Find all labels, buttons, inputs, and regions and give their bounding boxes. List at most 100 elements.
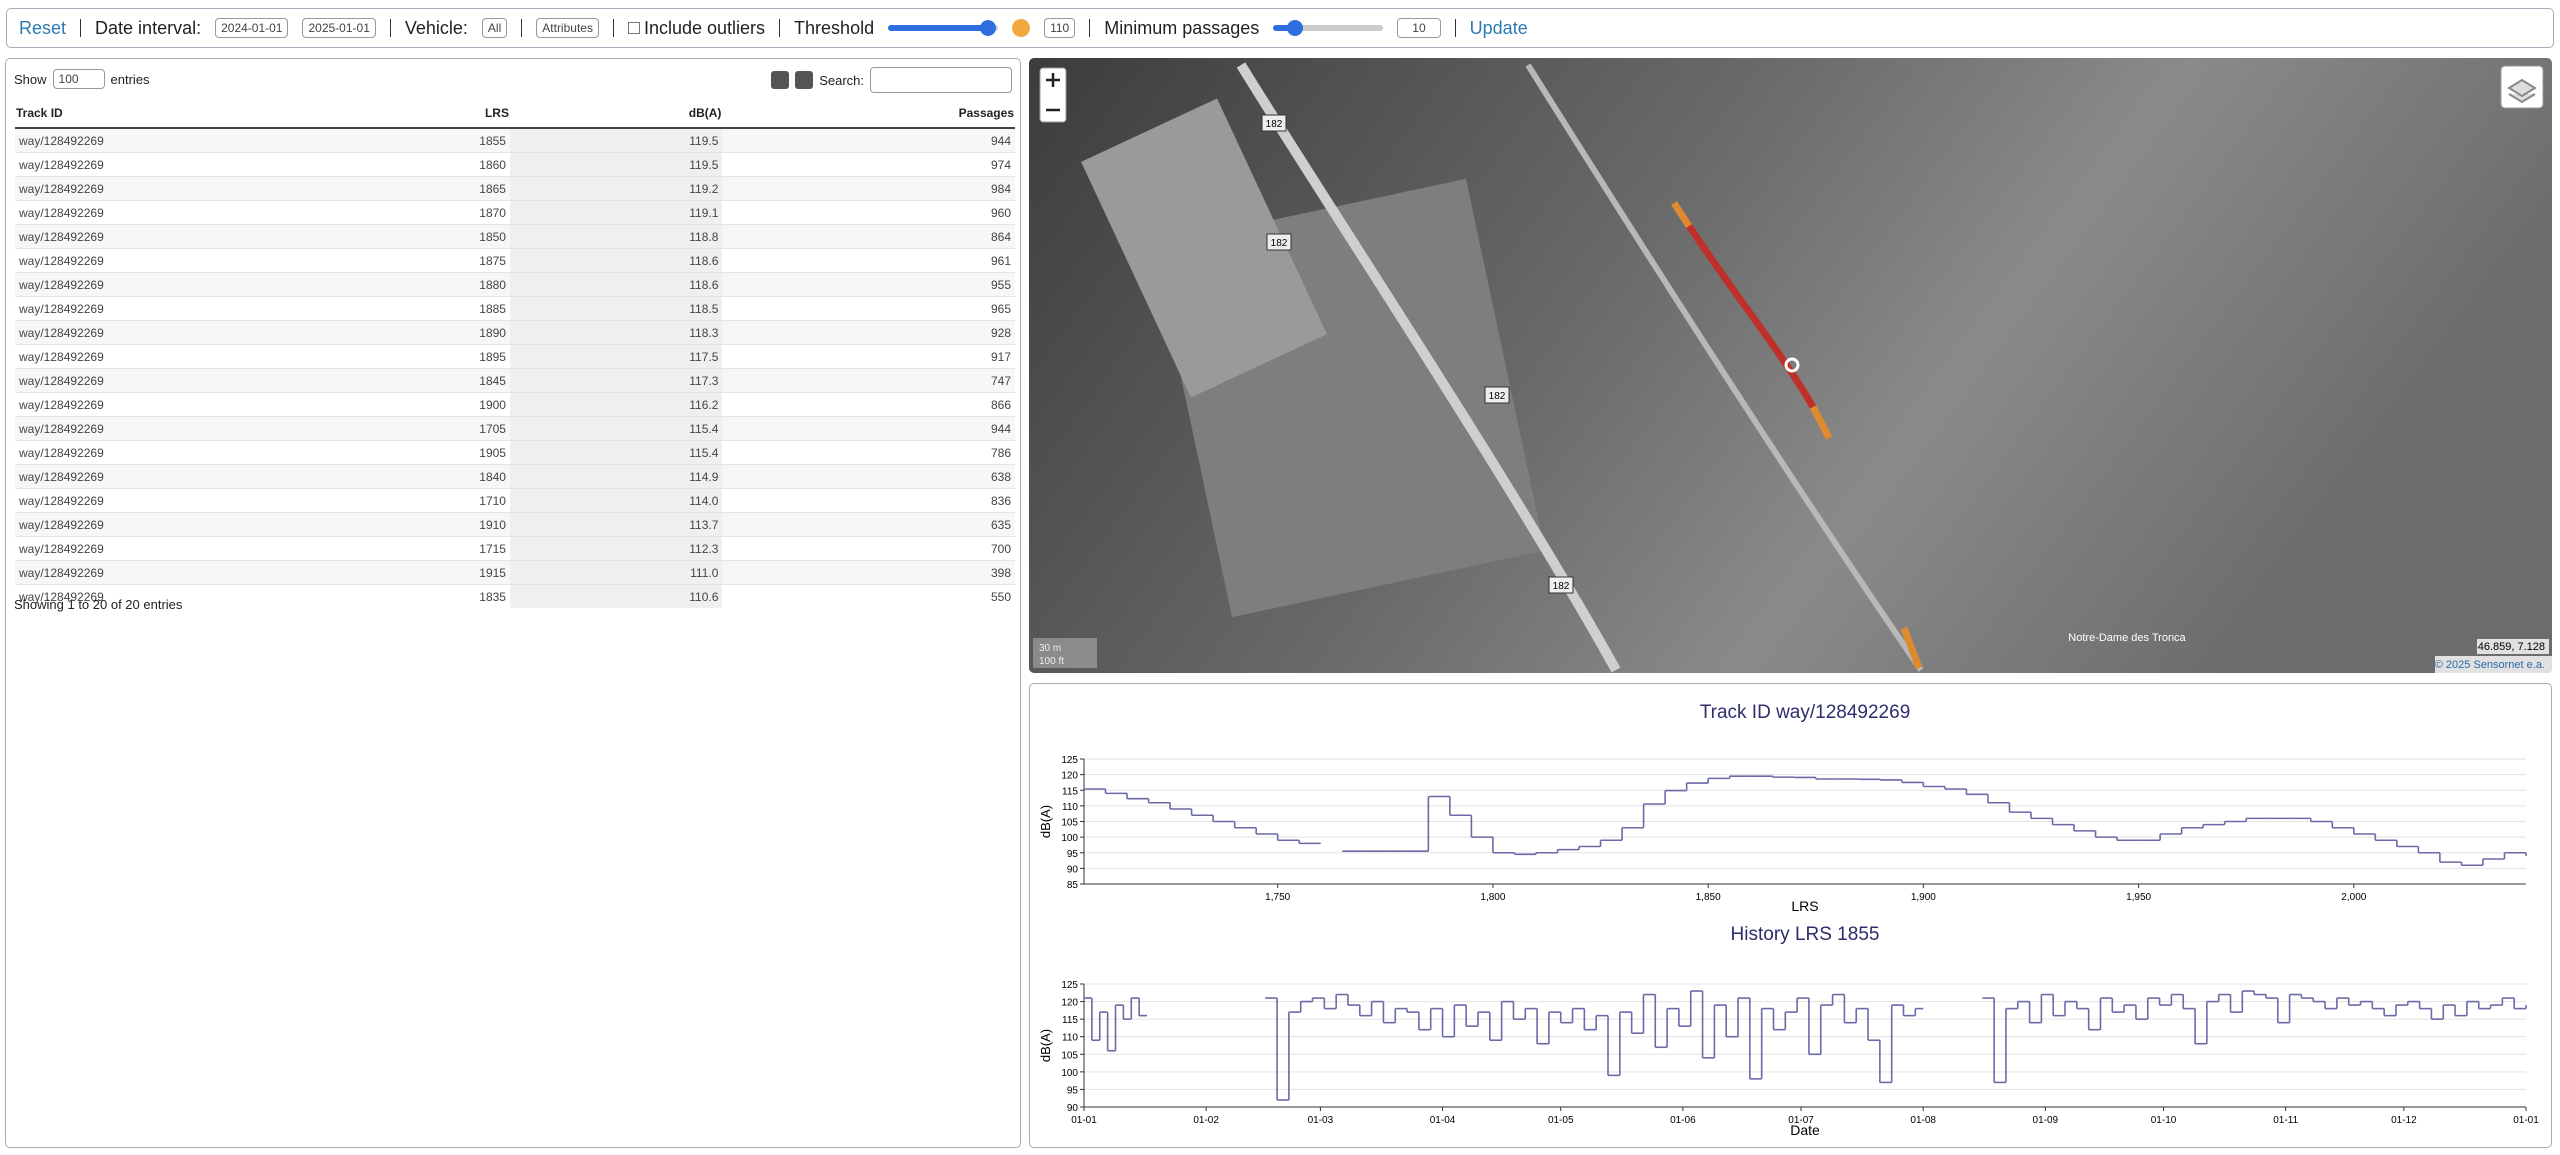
table-cell: 960 — [722, 200, 1015, 225]
table-cell: 1860 — [207, 152, 510, 177]
column-header[interactable]: Passages — [722, 99, 1015, 129]
y-tick-label: 105 — [1061, 1050, 1078, 1061]
zoom-control[interactable] — [1039, 67, 1067, 123]
x-tick-label: 1,900 — [1911, 892, 1936, 903]
x-tick-label: 01-06 — [1670, 1115, 1696, 1126]
separator — [80, 19, 82, 37]
table-cell: 115.4 — [509, 416, 723, 441]
table-cell: 118.6 — [509, 272, 723, 297]
separator — [779, 19, 781, 37]
layers-icon — [2507, 78, 2537, 104]
table-cell: 117.3 — [509, 368, 723, 393]
road-label: 182 — [1266, 119, 1283, 130]
reset-button[interactable]: Reset — [19, 17, 67, 38]
table-cell: 917 — [722, 344, 1015, 369]
table-cell: way/128492269 — [15, 224, 208, 249]
table-cell: 1845 — [207, 368, 510, 393]
y-tick-label: 125 — [1061, 755, 1078, 766]
table-cell: 112.3 — [509, 536, 723, 561]
attribution: © 2025 Sensornet e.a. — [2435, 659, 2545, 671]
table-cell: way/128492269 — [15, 536, 208, 561]
slider-fill — [1273, 25, 1296, 31]
table-cell: 115.4 — [509, 440, 723, 465]
table-cell: 1915 — [207, 560, 510, 585]
table-cell: 1885 — [207, 296, 510, 321]
table-row: way/128492269 1840 114.9 638 — [15, 464, 1015, 489]
table-cell: way/128492269 — [15, 392, 208, 417]
table-cell: way/128492269 — [15, 512, 208, 537]
table-row: way/128492269 1715 112.3 700 — [15, 536, 1015, 561]
buildings — [1081, 98, 1327, 398]
slider-thumb[interactable] — [1287, 20, 1304, 36]
road-label: 182 — [1271, 238, 1288, 249]
date-to[interactable]: 2025-01-01 — [302, 18, 376, 38]
vehicle-select[interactable]: All — [481, 18, 508, 38]
threshold-slider[interactable] — [888, 20, 999, 36]
search-label: Search: — [819, 72, 864, 88]
place-label: Notre-Dame des Tronca — [2068, 632, 2186, 644]
y-tick-label: 110 — [1062, 1033, 1078, 1044]
table-row: way/128492269 1915 111.0 398 — [15, 560, 1015, 585]
entries-label: entries — [110, 71, 150, 87]
threshold-input[interactable]: 110 — [1044, 18, 1076, 38]
slider-thumb[interactable] — [980, 20, 997, 36]
y-tick-label: 95 — [1067, 1085, 1079, 1096]
attributes-select[interactable]: Attributes — [536, 18, 599, 38]
table-cell: 1855 — [207, 127, 510, 153]
selected-point[interactable] — [1784, 357, 1800, 373]
table-cell: 866 — [722, 392, 1015, 417]
table-cell: 700 — [722, 536, 1015, 561]
outliers-toggle[interactable]: Include outliers — [627, 18, 765, 39]
filter-button[interactable] — [795, 71, 814, 89]
table-cell: 119.2 — [509, 176, 723, 201]
table-cell: 1870 — [207, 200, 510, 225]
table-row: way/128492269 1900 116.2 866 — [15, 392, 1015, 417]
coords: 46.859, 7.128 — [2478, 641, 2545, 653]
table-cell: way/128492269 — [15, 272, 208, 297]
vehicle-label: Vehicle: — [404, 17, 468, 38]
road-shield — [1548, 576, 1574, 594]
x-tick-label: 01-03 — [1308, 1115, 1334, 1126]
checkbox[interactable] — [627, 22, 640, 34]
x-tick-label: 01-12 — [2391, 1115, 2417, 1126]
length-select[interactable]: 100 — [52, 69, 105, 89]
table-cell: 113.7 — [509, 512, 723, 537]
threshold-color — [1012, 19, 1031, 37]
x-tick-label: 01-01 — [1071, 1115, 1097, 1126]
y-tick-label: 125 — [1061, 980, 1078, 991]
table-cell: way/128492269 — [15, 248, 208, 273]
x-axis-label: Date — [1790, 1122, 1820, 1138]
search-input[interactable] — [870, 67, 1012, 93]
download-button[interactable] — [771, 71, 790, 89]
x-tick-label: 2,000 — [2341, 892, 2366, 903]
table-row: way/128492269 1875 118.6 961 — [15, 248, 1015, 273]
y-tick-label: 115 — [1062, 1015, 1078, 1026]
table-cell: way/128492269 — [15, 127, 208, 153]
date-label: Date interval: — [95, 17, 202, 38]
table-body: way/128492269 1855 119.5 944 way/128492269 18… — [15, 127, 1015, 608]
table-cell: 786 — [722, 440, 1015, 465]
y-tick-label: 95 — [1067, 849, 1079, 860]
x-tick-label: 01-05 — [1548, 1115, 1574, 1126]
column-header[interactable]: LRS — [207, 99, 510, 129]
update-button[interactable]: Update — [1469, 17, 1528, 38]
y-tick-label: 90 — [1067, 1103, 1079, 1114]
passages-input[interactable]: 10 — [1397, 18, 1441, 38]
y-tick-label: 110 — [1062, 802, 1078, 813]
x-tick-label: 01-07 — [1788, 1115, 1814, 1126]
column-header[interactable]: Track ID — [15, 99, 208, 129]
table-cell: way/128492269 — [15, 416, 208, 441]
show-label: Show — [14, 71, 47, 87]
x-tick-label: 01-01 — [2513, 1115, 2539, 1126]
y-tick-label: 105 — [1061, 818, 1078, 829]
table-cell: 1895 — [207, 344, 510, 369]
date-from[interactable]: 2024-01-01 — [215, 18, 289, 38]
column-header[interactable]: dB(A) — [509, 99, 723, 129]
table-cell: 747 — [722, 368, 1015, 393]
passages-slider[interactable] — [1273, 20, 1384, 36]
table-info: Showing 1 to 20 of 20 entries — [14, 597, 183, 612]
table-cell: 984 — [722, 176, 1015, 201]
table-row: way/128492269 1850 118.8 864 — [15, 224, 1015, 249]
coords-box — [2477, 639, 2549, 654]
y-tick-label: 120 — [1061, 998, 1078, 1009]
